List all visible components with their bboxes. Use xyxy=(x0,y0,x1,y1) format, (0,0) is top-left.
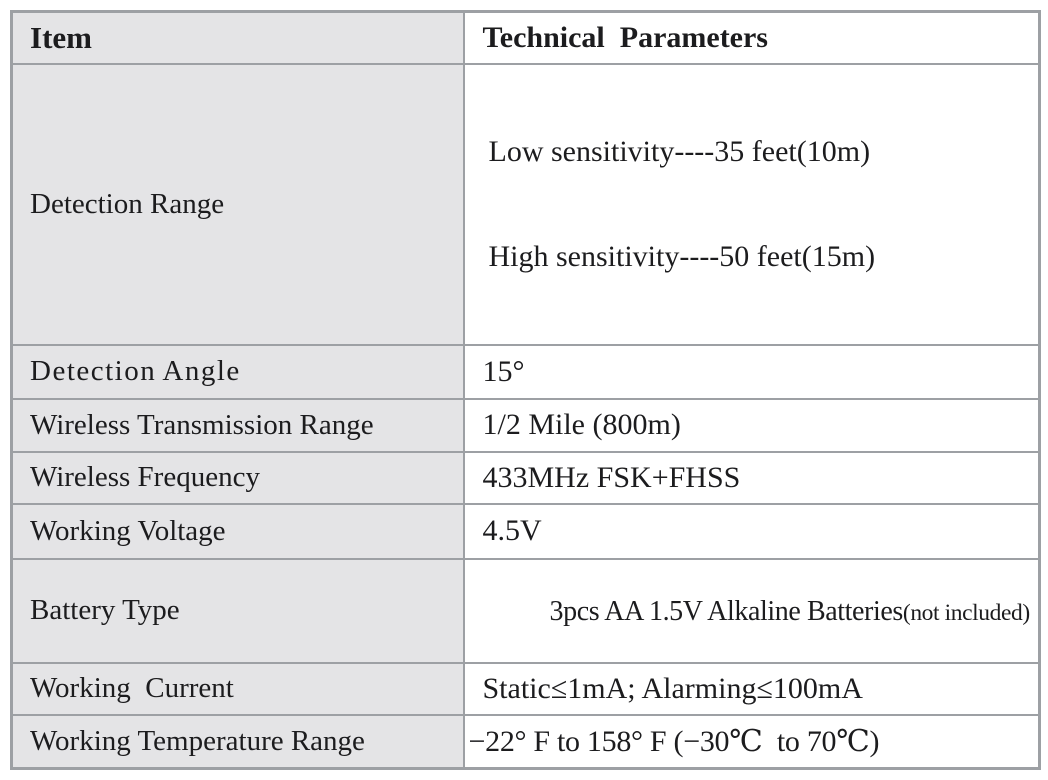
value-wireless-frequency: 433MHz FSK+FHSS xyxy=(462,450,1041,505)
item-label: Detection Range xyxy=(10,62,465,346)
value-working-temperature-range: −22° F to 158° F (−30℃ to 70℃) xyxy=(462,713,1041,770)
value-working-current: Static≤1mA; Alarming≤100mA xyxy=(462,661,1041,716)
value-detection-angle: 15° xyxy=(462,343,1041,400)
table-row-detection-angle: Detection Angle 15° xyxy=(10,343,1041,400)
value-line-high-sensitivity: High sensitivity----50 feet(15m) xyxy=(488,240,876,273)
table-row-working-current: Working Current Static≤1mA; Alarming≤100… xyxy=(10,661,1041,716)
table-row-detection-range: Detection Range Low sensitivity----35 fe… xyxy=(10,62,1041,346)
item-label: Working Voltage xyxy=(10,502,465,560)
battery-type-text: 3pcs AA 1.5V Alkaline Batteries xyxy=(549,595,904,627)
item-label: Wireless Transmission Range xyxy=(10,397,465,453)
table-row-wireless-frequency: Wireless Frequency 433MHz FSK+FHSS xyxy=(10,450,1041,505)
header-item: Item xyxy=(10,10,465,65)
item-label: Battery Type xyxy=(10,557,465,664)
technical-parameters-table: Item Technical Parameters Detection Rang… xyxy=(10,10,1041,770)
table-row-battery-type: Battery Type 3pcs AA 1.5V Alkaline Batte… xyxy=(10,557,1041,664)
table-row-wireless-transmission-range: Wireless Transmission Range 1/2 Mile (80… xyxy=(10,397,1041,453)
table-row-working-voltage: Working Voltage 4.5V xyxy=(10,502,1041,560)
item-label: Working Temperature Range xyxy=(10,713,465,770)
item-label: Working Current xyxy=(10,661,465,716)
table-row-working-temperature-range: Working Temperature Range −22° F to 158°… xyxy=(10,713,1041,770)
header-technical-parameters: Technical Parameters xyxy=(462,10,1041,65)
item-label: Wireless Frequency xyxy=(10,450,465,505)
value-battery-type: 3pcs AA 1.5V Alkaline Batteries(not incl… xyxy=(462,557,1041,664)
value-wireless-transmission-range: 1/2 Mile (800m) xyxy=(462,397,1041,453)
value-line-low-sensitivity: Low sensitivity----35 feet(10m) xyxy=(488,134,871,168)
value-detection-range: Low sensitivity----35 feet(10m) High sen… xyxy=(462,62,1041,346)
item-label: Detection Angle xyxy=(10,343,465,400)
battery-type-note: (not included) xyxy=(902,599,1030,626)
value-working-voltage: 4.5V xyxy=(462,502,1041,560)
table-header-row: Item Technical Parameters xyxy=(10,10,1041,65)
